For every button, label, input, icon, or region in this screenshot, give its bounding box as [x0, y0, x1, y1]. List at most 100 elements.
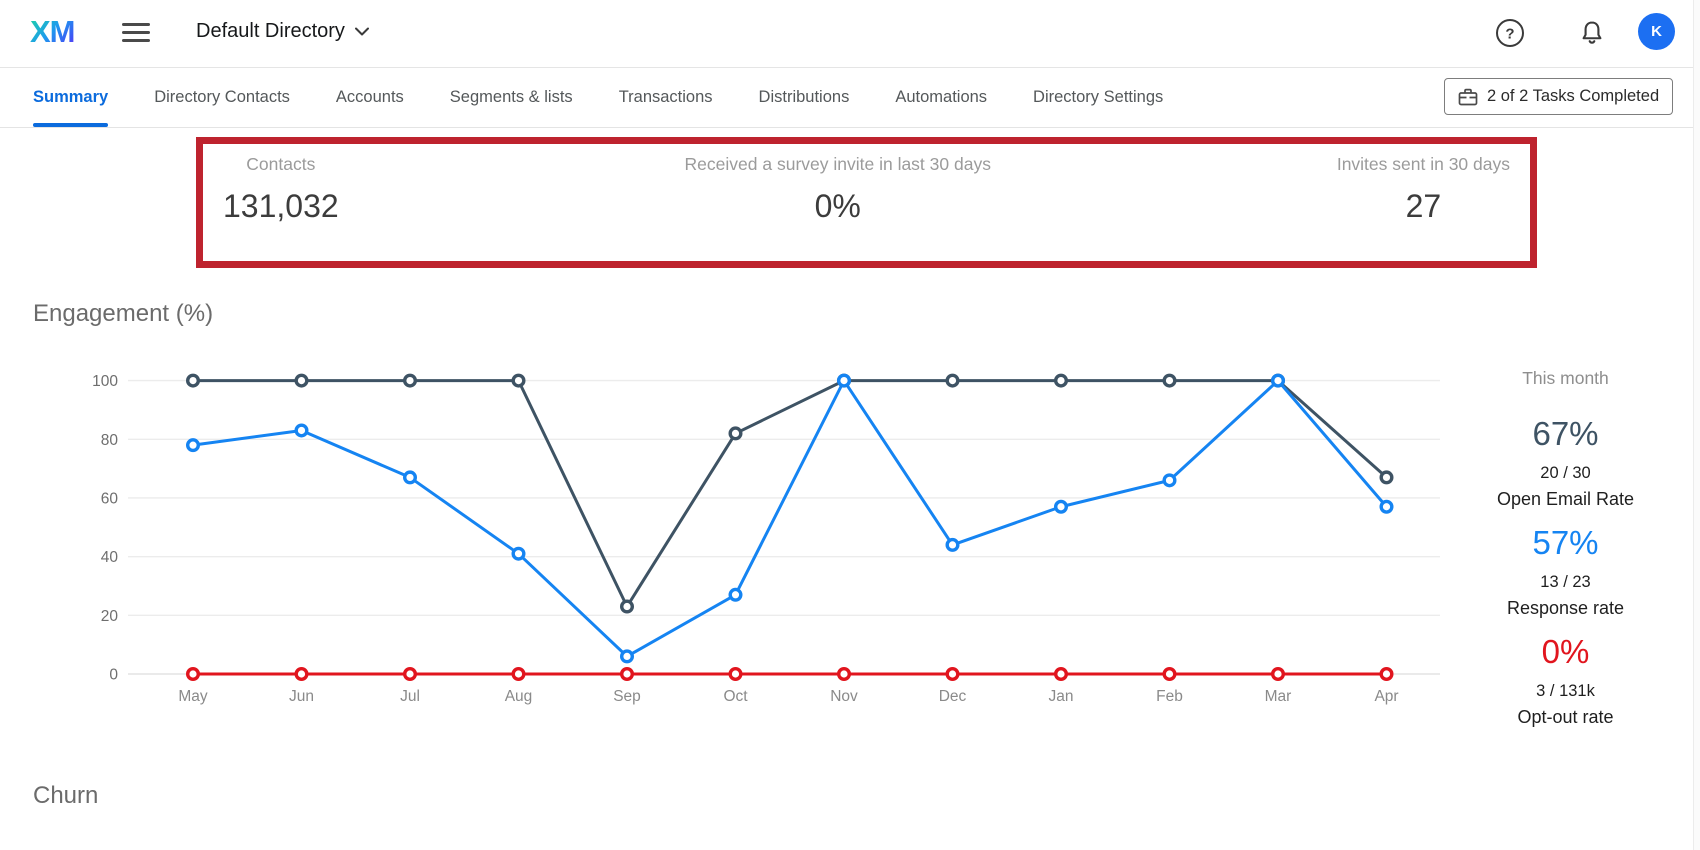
metric-fraction: 20 / 30: [1540, 464, 1591, 482]
y-tick-label: 20: [101, 608, 119, 625]
tab-label: Summary: [33, 88, 109, 106]
point-open-email-rate: [294, 373, 309, 388]
point-opt-out-rate: [728, 667, 743, 682]
tab-summary[interactable]: Summary: [33, 68, 109, 127]
tab-directory-contacts[interactable]: Directory Contacts: [154, 68, 290, 127]
x-tick-label: Jun: [289, 688, 314, 705]
tab-label: Automations: [895, 88, 988, 106]
x-tick-label: Jan: [1049, 688, 1074, 705]
x-tick-label: Dec: [939, 688, 967, 705]
tab-label: Distributions: [758, 88, 850, 106]
x-tick-label: Oct: [723, 688, 748, 705]
directory-selector[interactable]: Default Directory: [196, 20, 369, 43]
hamburger-menu-icon[interactable]: [122, 23, 150, 45]
point-response-rate: [620, 649, 635, 664]
metric-fraction: 13 / 23: [1540, 573, 1591, 591]
point-response-rate: [1270, 373, 1285, 388]
y-tick-label: 60: [101, 490, 119, 507]
stat-value: 27: [1405, 188, 1442, 224]
briefcase-icon: [1458, 88, 1478, 105]
y-tick-label: 100: [92, 373, 118, 390]
x-tick-label: Nov: [830, 688, 858, 705]
scrollbar[interactable]: [1693, 0, 1700, 850]
point-response-rate: [403, 470, 418, 485]
tab-automations[interactable]: Automations: [895, 68, 987, 127]
tab-label: Accounts: [335, 88, 404, 106]
tasks-completed-button[interactable]: 2 of 2 Tasks Completed: [1444, 78, 1674, 115]
stat-label: Invites sent in 30 days: [1336, 154, 1510, 174]
point-open-email-rate: [1053, 373, 1068, 388]
tab-distributions[interactable]: Distributions: [759, 68, 850, 127]
point-response-rate: [945, 537, 960, 552]
stat-value: 131,032: [223, 188, 339, 224]
point-opt-out-rate: [837, 667, 852, 682]
point-response-rate: [728, 587, 743, 602]
point-open-email-rate: [1162, 373, 1177, 388]
tab-label: Segments & lists: [449, 88, 573, 106]
point-opt-out-rate: [1053, 667, 1068, 682]
xm-logo: XM: [30, 14, 75, 49]
point-opt-out-rate: [403, 667, 418, 682]
tab-segments-lists[interactable]: Segments & lists: [450, 68, 573, 127]
notifications-bell-icon[interactable]: [1576, 17, 1608, 49]
point-response-rate: [1379, 499, 1394, 514]
point-open-email-rate: [728, 426, 743, 441]
metric-label: Response rate: [1506, 598, 1625, 618]
x-tick-label: Jul: [400, 688, 420, 705]
x-tick-label: Feb: [1156, 688, 1183, 705]
point-opt-out-rate: [1270, 667, 1285, 682]
line-response-rate: [191, 379, 1388, 658]
avatar-initial: K: [1651, 23, 1662, 40]
metric-response-rate: 57% 13 / 23 Response rate: [1478, 526, 1653, 619]
point-opt-out-rate: [945, 667, 960, 682]
y-tick-label: 40: [101, 549, 119, 566]
panel-title: This month: [1522, 368, 1609, 388]
user-avatar[interactable]: K: [1638, 13, 1675, 50]
point-response-rate: [511, 546, 526, 561]
x-tick-label: May: [178, 688, 208, 705]
x-tick-label: Apr: [1374, 688, 1398, 705]
help-icon[interactable]: ?: [1494, 17, 1526, 49]
svg-text:?: ?: [1505, 26, 1514, 43]
metric-label: Opt-out rate: [1517, 707, 1614, 727]
point-open-email-rate: [403, 373, 418, 388]
x-tick-label: Aug: [505, 688, 533, 705]
point-opt-out-rate: [185, 667, 200, 682]
point-open-email-rate: [511, 373, 526, 388]
point-opt-out-rate: [1162, 667, 1177, 682]
engagement-chart: 100 80 60 40 20 0 May Jun Jul Aug Sep Oct Nov Dec Jan F…: [0, 330, 1460, 730]
point-open-email-rate: [945, 373, 960, 388]
metric-label: Open Email Rate: [1496, 489, 1635, 509]
line-open-email-rate: [191, 379, 1388, 609]
top-bar: XM Default Directory ? K: [0, 0, 1700, 68]
x-tick-label: Sep: [613, 688, 641, 705]
point-open-email-rate: [185, 373, 200, 388]
engagement-section-title: Engagement (%): [33, 300, 214, 327]
point-opt-out-rate: [620, 667, 635, 682]
chevron-down-icon: [354, 27, 369, 36]
stat-label: Received a survey invite in last 30 days: [684, 154, 991, 174]
tasks-completed-label: 2 of 2 Tasks Completed: [1487, 87, 1660, 105]
point-opt-out-rate: [294, 667, 309, 682]
tab-label: Directory Settings: [1033, 88, 1164, 106]
churn-section-title: Churn: [33, 782, 99, 809]
stat-label: Contacts: [246, 154, 316, 174]
stats-highlight-box: Contacts 131,032 Received a survey invit…: [196, 137, 1537, 268]
point-opt-out-rate: [1379, 667, 1394, 682]
point-response-rate: [294, 423, 309, 438]
engagement-chart-svg: 100 80 60 40 20 0 May Jun Jul Aug Sep Oct Nov Dec Jan F…: [92, 373, 1440, 705]
tab-label: Transactions: [618, 88, 713, 106]
active-tab-underline: [33, 123, 109, 127]
tab-label: Directory Contacts: [154, 88, 290, 106]
point-response-rate: [185, 438, 200, 453]
point-response-rate: [1162, 473, 1177, 488]
tab-directory-settings[interactable]: Directory Settings: [1033, 68, 1163, 127]
metric-opt-out-rate: 0% 3 / 131k Opt-out rate: [1478, 635, 1653, 728]
stat-invites-sent-30-days: Invites sent in 30 days 27: [1337, 154, 1510, 261]
stat-value: 0%: [814, 188, 861, 224]
metric-value: 67%: [1532, 415, 1599, 452]
tab-accounts[interactable]: Accounts: [336, 68, 404, 127]
y-tick-label: 0: [109, 667, 118, 684]
x-tick-label: Mar: [1265, 688, 1292, 705]
tab-transactions[interactable]: Transactions: [619, 68, 713, 127]
